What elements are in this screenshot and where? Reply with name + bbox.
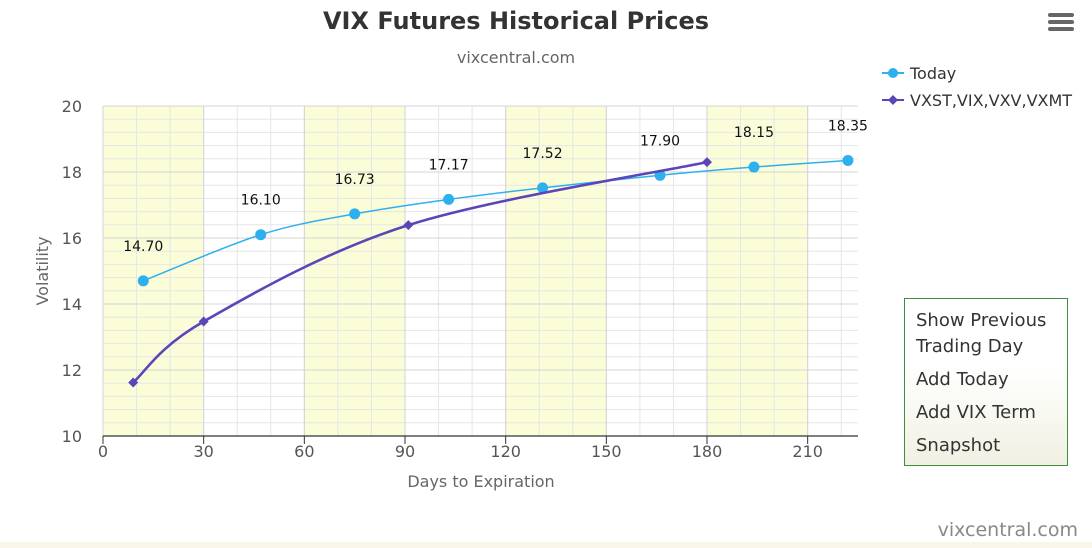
- data-point-today: [842, 154, 854, 166]
- x-tick-label: 30: [193, 442, 213, 461]
- x-tick-label: 120: [490, 442, 521, 461]
- chart-menu-hamburger-icon[interactable]: [1046, 10, 1076, 36]
- x-band: [103, 106, 204, 436]
- legend-marker-circle-icon: [888, 68, 898, 78]
- menu-item-show-previous-line1: Show Previous: [916, 310, 1047, 331]
- data-label: 16.73: [335, 172, 375, 188]
- menu-item-snapshot[interactable]: Snapshot: [916, 435, 1001, 456]
- chart-title: VIX Futures Historical Prices: [323, 7, 709, 35]
- legend-marker-diamond-icon: [888, 95, 898, 105]
- data-point-vix-term: [128, 377, 139, 388]
- x-tick-label: 210: [792, 442, 823, 461]
- y-tick-label: 18: [62, 163, 82, 182]
- y-tick-label: 10: [62, 427, 82, 446]
- x-band: [505, 106, 607, 436]
- x-band: [707, 106, 808, 436]
- data-label: 18.35: [828, 118, 868, 134]
- x-axis-title: Days to Expiration: [407, 472, 554, 491]
- data-label: 16.10: [241, 193, 281, 209]
- y-axis-title: Volatility: [33, 236, 52, 305]
- legend-label: Today: [909, 64, 956, 83]
- data-point-vix-term: [198, 316, 209, 327]
- data-point-today: [137, 275, 149, 287]
- legend-label: VXST,VIX,VXV,VXMT: [910, 91, 1072, 110]
- menu-item-add-today[interactable]: Add Today: [916, 369, 1009, 390]
- data-point-vix-term: [702, 157, 712, 168]
- data-label: 17.52: [523, 146, 563, 162]
- data-point-vix-term: [403, 220, 414, 231]
- data-label: 17.17: [429, 157, 469, 173]
- data-label: 17.90: [640, 133, 680, 149]
- menu-item-show-previous-trading-day[interactable]: Show Previous Trading Day: [916, 308, 1046, 360]
- x-tick-label: 0: [98, 442, 108, 461]
- bottom-band: [0, 542, 1092, 548]
- data-point-today: [537, 182, 549, 194]
- data-point-today: [748, 161, 760, 173]
- data-label: 18.15: [734, 125, 774, 141]
- y-tick-label: 16: [62, 229, 82, 248]
- y-tick-label: 12: [62, 361, 82, 380]
- y-tick-label: 14: [62, 295, 82, 314]
- x-tick-label: 150: [591, 442, 622, 461]
- y-tick-label: 20: [62, 97, 82, 116]
- data-point-today: [443, 193, 455, 205]
- context-menu: Show Previous Trading Day Add Today Add V…: [904, 298, 1068, 466]
- x-tick-label: 180: [692, 442, 723, 461]
- series-line-vix-term: [132, 160, 708, 384]
- menu-item-show-previous-line2: Trading Day: [916, 336, 1024, 357]
- menu-item-add-vix-term[interactable]: Add VIX Term: [916, 402, 1036, 423]
- x-band: [304, 106, 405, 436]
- credit-text[interactable]: vixcentral.com: [937, 519, 1078, 541]
- data-point-today: [255, 229, 267, 241]
- x-tick-label: 60: [294, 442, 314, 461]
- data-point-today: [349, 208, 361, 220]
- x-tick-label: 90: [395, 442, 415, 461]
- chart-subtitle: vixcentral.com: [457, 48, 575, 67]
- data-label: 14.70: [123, 239, 163, 255]
